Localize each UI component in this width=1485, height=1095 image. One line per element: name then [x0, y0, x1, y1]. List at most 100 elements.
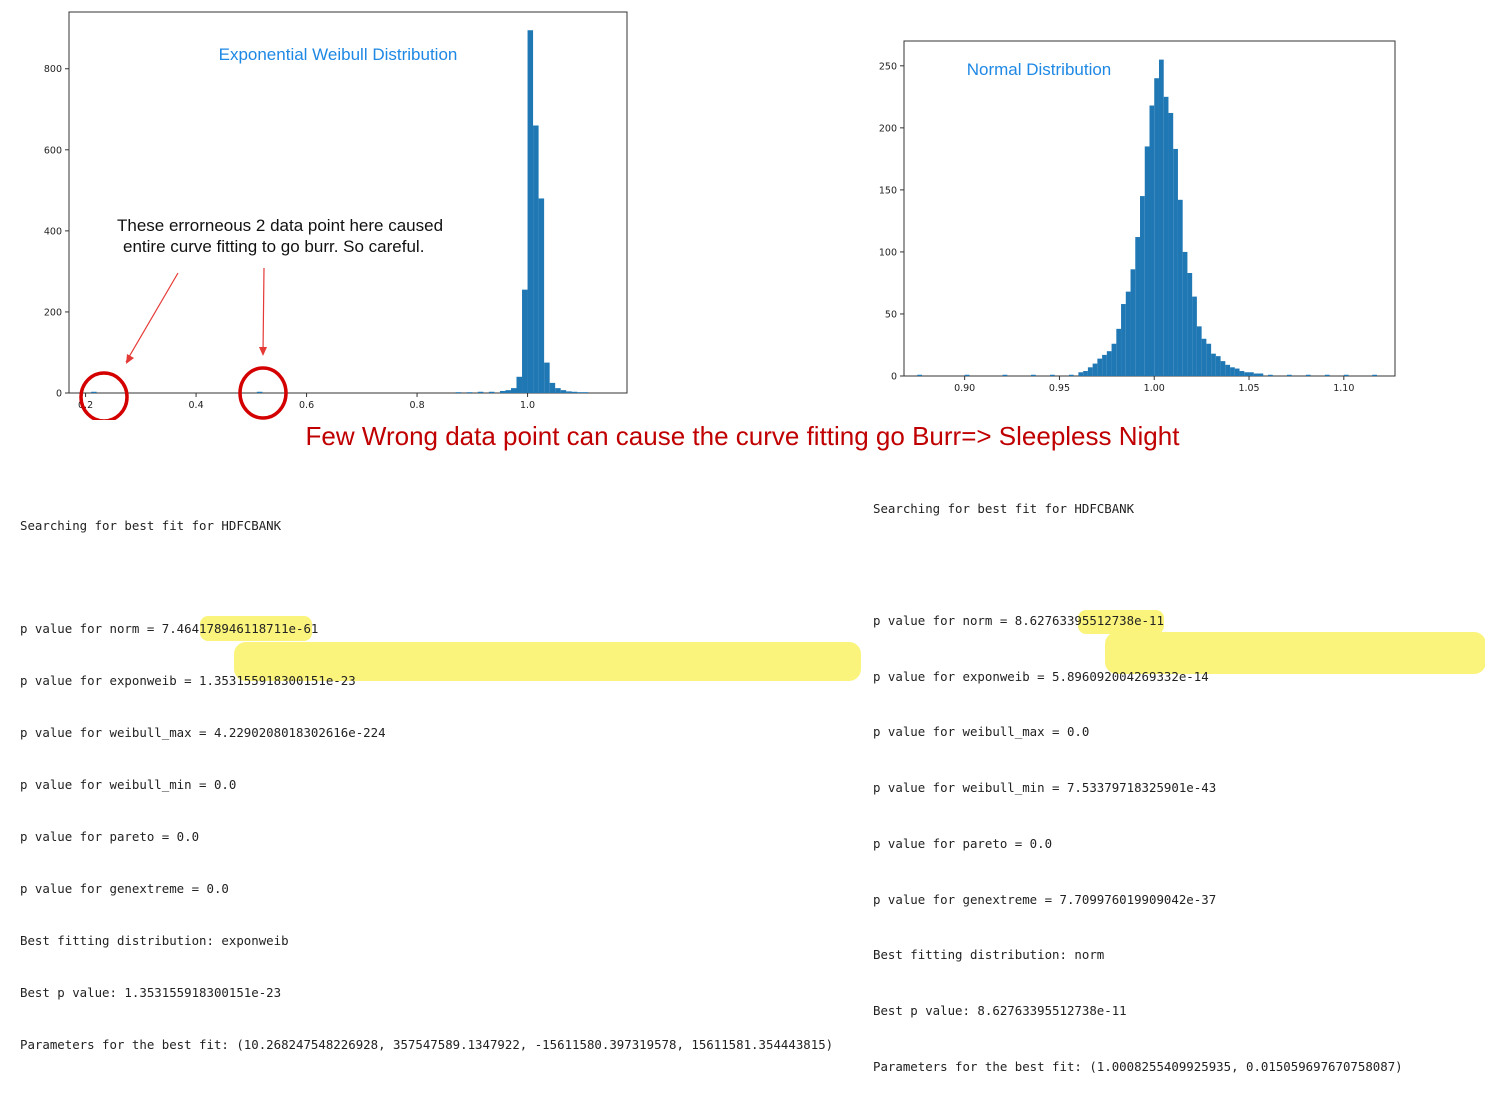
histogram-bar: [499, 390, 506, 393]
histogram-bar: [1031, 374, 1036, 376]
histogram-bar: [1092, 363, 1098, 376]
histogram-bar: [1163, 96, 1169, 376]
chart-canvas: 0.2 0.4 0.6 0.8 1.0 0 200 400 600 800 Exponentia…: [44, 11, 1396, 420]
weibull-plot-frame: [68, 11, 628, 394]
histogram-bar: [1106, 351, 1112, 376]
histogram-bar: [1087, 367, 1093, 376]
histogram-bar: [1140, 196, 1145, 376]
histogram-bar: [1097, 358, 1103, 376]
console-line: p value for genextreme = 7.7099760199090…: [873, 891, 1217, 907]
histogram-bar: [1083, 371, 1088, 376]
console-output-left: Searching for best fit for HDFCBANK p va…: [20, 482, 833, 1070]
histogram-bar: [538, 198, 545, 393]
histogram-bar: [1135, 237, 1141, 376]
x-tick-label: 0.8: [410, 400, 425, 411]
histogram-bar: [1372, 374, 1377, 376]
console-line: p value for pareto = 0.0: [873, 835, 1053, 851]
histogram-bar: [1253, 373, 1259, 376]
histogram-bar: [566, 391, 572, 393]
histogram-bar: [1305, 374, 1311, 376]
histogram-bar: [1130, 269, 1136, 376]
histogram-bar: [1258, 373, 1264, 376]
histogram-bar: [582, 392, 589, 393]
histogram-bar: [1168, 112, 1174, 377]
y-tick-label: 150: [879, 185, 897, 196]
console-line: Searching for best fit for HDFCBANK: [20, 517, 282, 533]
console-line: Best p value: 8.62763395512738e-11: [873, 1003, 1127, 1019]
highlight-left-distribution: [200, 616, 312, 641]
y-tick-label: 250: [879, 61, 897, 72]
histogram-bar: [1049, 374, 1055, 376]
console-line: p value for norm = 8.62763395512738e-11: [873, 612, 1164, 628]
arrowhead-right-icon: [259, 347, 267, 356]
weibull-x-ticks: 0.2 0.4 0.6 0.8 1.0: [78, 393, 535, 411]
console-line: p value for norm = 7.464178946118711e-61: [20, 621, 319, 637]
histogram-bar: [1177, 199, 1183, 376]
histogram-bar: [505, 390, 511, 393]
highlight-right-distribution: [1078, 610, 1164, 634]
console-line: Best fitting distribution: exponweib: [20, 932, 289, 948]
console-line: Searching for best fit for HDFCBANK: [873, 501, 1135, 517]
annotation-arrow-right: [262, 267, 265, 354]
console-line: p value for weibull_min = 0.0: [20, 777, 237, 793]
weibull-chart-title: Exponential Weibull Distribution: [219, 45, 458, 64]
normal-y-ticks: 0 50 100 150 200 250: [879, 61, 904, 383]
histogram-bar: [1173, 148, 1178, 376]
outlier-annotation: These errorneous 2 data point here cause…: [79, 216, 443, 420]
histogram-bar: [1239, 371, 1245, 376]
x-tick-label: 0.4: [189, 400, 204, 411]
y-tick-label: 0: [56, 389, 62, 400]
histogram-bar: [455, 392, 462, 393]
histogram-bar: [1249, 372, 1254, 376]
histogram-bar: [1149, 105, 1155, 377]
annotation-line-1: These errorneous 2 data point here cause…: [117, 216, 443, 235]
histogram-bar: [1220, 361, 1226, 376]
y-tick-label: 200: [879, 123, 897, 134]
histogram-bar: [1343, 374, 1349, 376]
histogram-bar: [1144, 146, 1150, 376]
histogram-bar: [1158, 59, 1164, 377]
histogram-bar: [577, 392, 583, 393]
histogram-bar: [1234, 368, 1240, 376]
y-tick-label: 200: [44, 307, 62, 318]
x-tick-label: 1.10: [1333, 383, 1354, 394]
histogram-bar: [516, 376, 523, 393]
y-tick-label: 0: [891, 372, 897, 383]
histogram-bar: [1211, 353, 1216, 376]
console-line: p value for exponweib = 1.35315591830015…: [20, 673, 356, 689]
histogram-bar: [560, 390, 567, 393]
console-line: p value for pareto = 0.0: [20, 828, 200, 844]
highlight-left-parameters: [234, 642, 861, 681]
console-output-right: Searching for best fit for HDFCBANK p va…: [873, 463, 1403, 1095]
y-tick-label: 800: [44, 64, 62, 75]
histogram-bar: [1102, 354, 1107, 376]
highlight-right-parameters: [1105, 632, 1485, 674]
console-line: p value for weibull_min = 7.533797183259…: [873, 780, 1217, 796]
normal-bars: [917, 59, 1377, 377]
histogram-bar: [917, 374, 923, 376]
y-tick-label: 50: [885, 309, 897, 320]
histogram-bar: [1078, 372, 1084, 376]
histogram-bar: [1267, 374, 1273, 376]
histogram-bar: [571, 391, 578, 393]
x-tick-label: 0.2: [78, 400, 93, 411]
weibull-chart: 0.2 0.4 0.6 0.8 1.0 0 200 400 600 800 Exponentia…: [44, 11, 628, 411]
histogram-bar: [522, 289, 528, 393]
normal-x-ticks: 0.90 0.95 1.00 1.05 1.10: [954, 376, 1354, 394]
console-line: p value for genextreme = 0.0: [20, 880, 229, 896]
console-line: p value for exponweib = 5.89609200426933…: [873, 668, 1209, 684]
histogram-bar: [1068, 374, 1074, 376]
x-tick-label: 0.6: [299, 400, 314, 411]
caption-text: Few Wrong data point can cause the curve…: [305, 421, 1180, 451]
histogram-bar: [1182, 251, 1188, 376]
histogram-bar: [1196, 326, 1202, 376]
histogram-bar: [1215, 356, 1221, 376]
annotation-line-2: entire curve fitting to go burr. So care…: [123, 237, 424, 256]
console-line: Parameters for the best fit: (1.00082554…: [873, 1059, 1403, 1074]
weibull-bars: [91, 30, 589, 394]
histogram-bar: [1286, 374, 1292, 376]
histogram-bar: [1225, 364, 1231, 376]
histogram-bar: [555, 388, 561, 393]
histogram-bar: [1116, 328, 1122, 376]
histogram-bar: [1187, 273, 1193, 376]
